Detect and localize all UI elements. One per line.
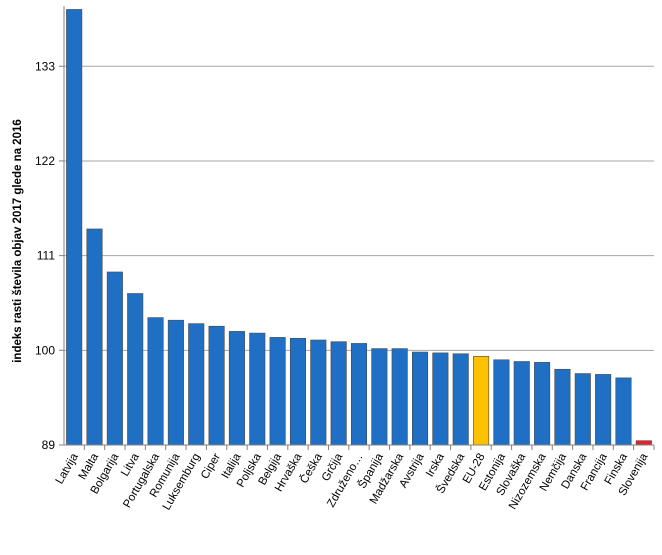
bar-slovenija [635,440,652,446]
y-tick-label-100: 100 [35,343,55,357]
category-labels: LatvijaMaltaBolgarijaLitvaPortugalskaRom… [54,445,655,512]
bar-madžarska [391,348,408,446]
bar-francija [595,374,612,446]
bars [66,9,652,446]
bar-estonija [493,359,510,446]
bar-danska [574,373,591,446]
x-tick-label-ciper: Ciper [199,451,223,481]
bar-ciper [208,325,225,446]
bar-poljska [249,332,266,446]
bar-nemčija [554,368,571,446]
bar-grčija [330,341,347,446]
x-tick-label-latvija: Latvija [54,451,81,486]
y-tick-label-133: 133 [35,59,55,73]
bar-litva [127,293,144,446]
bar-latvija [66,9,83,446]
bar-luksemburg [188,323,205,446]
bar-malta [86,228,103,446]
bar-irska [432,352,449,446]
bar-bolgarija [106,271,123,446]
bar-belgija [269,337,286,446]
y-tick-label-89: 89 [42,438,56,452]
bar-portugalska [147,317,164,446]
gridlines [64,65,654,351]
bar-nizozemska [534,362,551,446]
bar-eu-28 [473,356,490,446]
bar-združeno [350,343,368,446]
bar-romunija [167,319,184,446]
bar-španija [371,348,388,446]
y-tick-label-122: 122 [35,154,55,168]
bar-češka [310,339,327,446]
bar-italija [228,331,245,446]
bar-švedska [452,353,469,446]
bar-finska [615,377,632,446]
y-axis-title: indeks rasti števila objav 2017 glede na… [12,119,24,363]
y-tick-labels: 89 100 111 122 133 [35,59,64,452]
bar-slovaška [513,361,530,446]
bar-hrvaška [289,337,306,446]
axes [63,6,654,446]
y-tick-label-111: 111 [37,249,56,263]
bar-avstrija [412,351,429,446]
